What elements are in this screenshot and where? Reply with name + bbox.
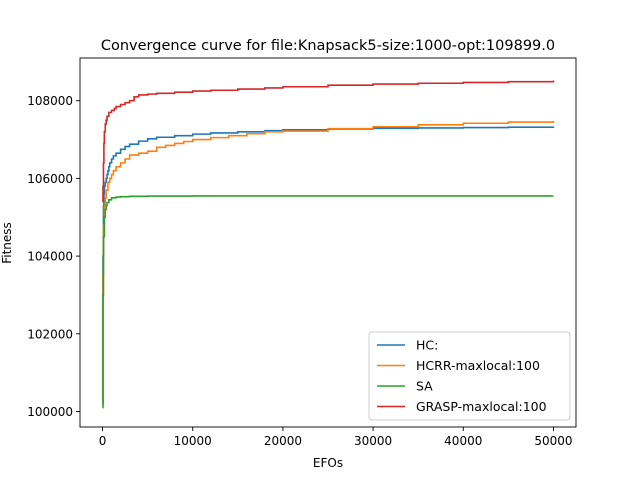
series-line-grasp-maxlocal-100 xyxy=(102,80,555,203)
legend-box xyxy=(368,331,571,421)
x-tick-label: 10000 xyxy=(174,434,212,448)
y-tick-label: 104000 xyxy=(27,250,73,264)
legend-label: SA xyxy=(416,379,433,394)
y-tick-label: 102000 xyxy=(27,327,73,341)
series-lines xyxy=(102,80,555,409)
legend-label: HC: xyxy=(416,338,438,353)
series-line-sa xyxy=(102,195,554,409)
y-tick-label: 100000 xyxy=(27,405,73,419)
x-tick-label: 0 xyxy=(99,434,107,448)
y-tick-label: 106000 xyxy=(27,172,73,186)
y-tick-label: 108000 xyxy=(27,94,73,108)
legend-label: HCRR-maxlocal:100 xyxy=(416,358,540,373)
y-axis-ticks: 100000 102000 104000 106000 108000 xyxy=(27,94,80,419)
series-line-hcrr-maxlocal-100 xyxy=(102,120,555,405)
x-axis-label: EFOs xyxy=(313,456,343,470)
plot-frame xyxy=(79,57,577,428)
x-tick-label: 20000 xyxy=(264,434,302,448)
chart-title: Convergence curve for file:Knapsack5-siz… xyxy=(101,38,555,54)
x-tick-label: 30000 xyxy=(354,434,392,448)
x-tick-label: 40000 xyxy=(444,434,482,448)
x-axis-ticks: 0 10000 20000 30000 40000 50000 xyxy=(99,427,573,448)
legend: HC: HCRR-maxlocal:100 SA GRASP-maxlocal:100 xyxy=(368,331,571,421)
legend-label: GRASP-maxlocal:100 xyxy=(416,399,547,414)
y-axis-label: Fitness xyxy=(0,222,14,264)
x-tick-label: 50000 xyxy=(534,434,572,448)
